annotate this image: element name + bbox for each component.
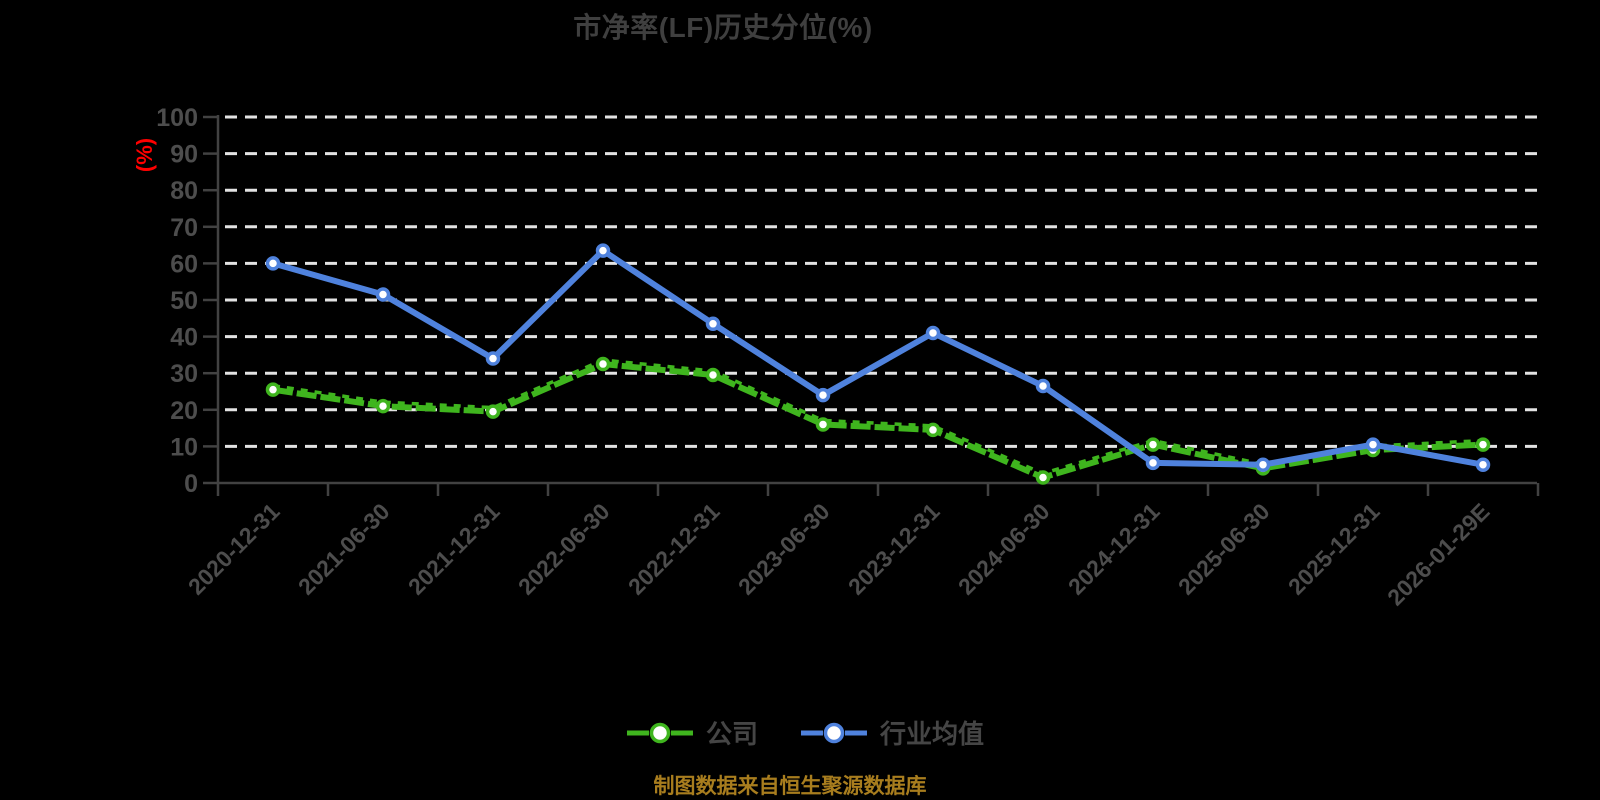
data-point-marker [925, 422, 941, 438]
y-tick-label: 90 [170, 141, 198, 169]
x-tick-label: 2022-06-30 [513, 498, 615, 600]
data-point-marker [375, 398, 391, 414]
data-point-marker [375, 287, 391, 302]
data-point-marker [1035, 470, 1051, 485]
y-tick-label: 80 [170, 177, 198, 205]
data-point-marker [1365, 437, 1381, 452]
data-point-marker [1145, 437, 1161, 452]
data-point-marker [815, 387, 831, 403]
data-point-marker [1475, 457, 1491, 472]
data-point-marker [265, 382, 281, 397]
data-point-marker [1035, 378, 1051, 394]
y-tick-label: 60 [170, 250, 198, 278]
y-tick-label: 100 [156, 104, 198, 132]
y-axis-unit-label: (%) [132, 138, 157, 172]
y-tick-label: 70 [170, 214, 198, 242]
data-point-marker [705, 316, 721, 332]
x-tick-label: 2026-01-29E [1382, 498, 1494, 610]
x-tick-label: 2020-12-31 [183, 498, 285, 600]
x-tick-label: 2021-06-30 [293, 498, 395, 600]
data-point-marker [265, 256, 281, 271]
chart-title: 市净率(LF)历史分位(%) [573, 12, 873, 43]
industry-line-marker-icon [801, 722, 867, 743]
series-line-company [272, 361, 1484, 481]
data-point-marker [595, 356, 611, 372]
y-tick-label: 30 [170, 360, 198, 388]
x-tick-label: 2024-12-31 [1063, 498, 1165, 600]
chart-legend: 公司 行业均值 [626, 714, 984, 751]
legend-item-industry-average[interactable]: 行业均值 [800, 714, 984, 751]
legend-label-company: 公司 [705, 719, 758, 749]
y-tick-label: 0 [184, 470, 198, 498]
data-point-marker [485, 404, 501, 419]
x-tick-label: 2025-12-31 [1283, 498, 1385, 600]
data-point-marker [925, 325, 941, 341]
y-tick-label: 10 [170, 433, 198, 461]
legend-item-company[interactable]: 公司 [626, 714, 758, 751]
data-point-marker [1255, 457, 1271, 472]
data-point-marker [1475, 437, 1491, 452]
legend-label-industry-average: 行业均值 [880, 719, 985, 749]
data-point-marker [595, 243, 611, 258]
data-point-marker [1145, 455, 1161, 471]
data-point-marker [815, 417, 831, 432]
x-tick-label: 2025-06-30 [1173, 498, 1275, 600]
y-tick-label: 40 [170, 324, 198, 352]
company-line-marker-icon [626, 722, 693, 743]
data-point-marker [485, 351, 501, 366]
x-tick-label: 2024-06-30 [953, 498, 1055, 600]
data-source-note: 制图数据来自恒生聚源数据库 [653, 775, 927, 798]
x-tick-label: 2021-12-31 [403, 498, 505, 600]
y-tick-label: 50 [170, 287, 198, 315]
x-tick-label: 2023-12-31 [843, 498, 945, 600]
series-line-industry [272, 247, 1484, 468]
data-point-marker [705, 367, 721, 383]
y-tick-label: 20 [170, 397, 198, 425]
x-tick-label: 2023-06-30 [733, 498, 835, 600]
x-tick-label: 2022-12-31 [623, 498, 725, 600]
